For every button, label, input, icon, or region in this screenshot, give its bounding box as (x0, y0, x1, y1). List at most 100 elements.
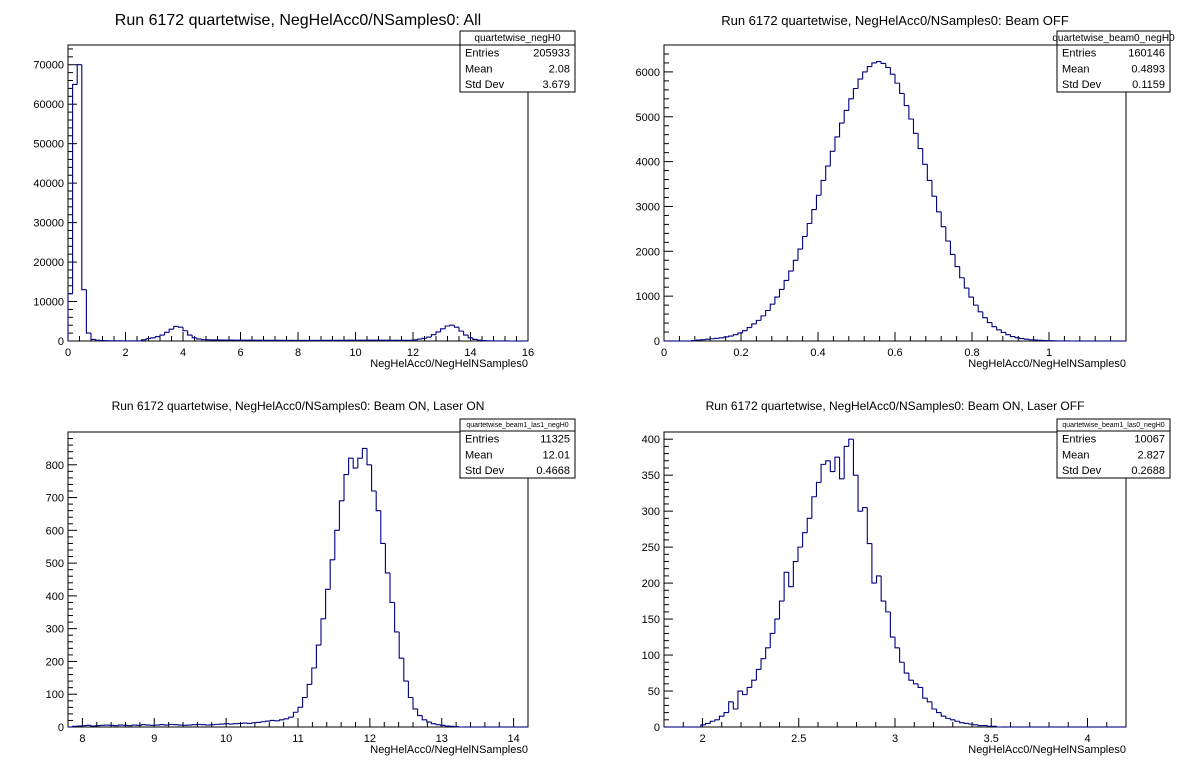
histogram-bin (200, 339, 206, 341)
panel-beam-on-laser-off: Run 6172 quartetwise, NegHelAcc0/NSample… (642, 399, 1171, 756)
histogram-bin (76, 64, 82, 85)
histogram-bin (366, 448, 372, 466)
histogram-bin (996, 326, 1002, 331)
chart-title: Run 6172 quartetwise, NegHelAcc0/NSample… (706, 399, 1085, 413)
histogram-bin (348, 457, 354, 475)
chart-title: Run 6172 quartetwise, NegHelAcc0/NSample… (721, 13, 1069, 28)
histogram-bin (806, 517, 812, 533)
histogram-bin (187, 330, 193, 336)
histogram-bin (375, 491, 381, 512)
histogram-bin (283, 718, 289, 720)
histogram-bin (371, 464, 377, 492)
histogram-bin (476, 339, 482, 341)
histogram-bin (737, 690, 743, 710)
y-tick-label: 10000 (33, 297, 64, 309)
histogram-bin (792, 560, 798, 587)
stats-value: 3.679 (542, 79, 570, 91)
histogram-bin (903, 93, 909, 107)
histogram-bin (292, 711, 298, 718)
x-tick-label: 3 (892, 733, 898, 745)
histogram-bin (945, 226, 951, 242)
histogram-bin (417, 708, 423, 717)
y-tick-label: 5000 (636, 112, 660, 124)
panel-all: Run 6172 quartetwise, NegHelAcc0/NSample… (33, 12, 576, 370)
stats-value: 0.4893 (1131, 63, 1165, 75)
stats-value: 11325 (540, 434, 570, 446)
histogram-bin (922, 148, 928, 165)
histogram-bin (718, 715, 725, 720)
histogram-bin (912, 680, 919, 685)
y-tick-label: 300 (642, 506, 660, 518)
histogram-bin (412, 697, 418, 710)
histogram-bin (802, 235, 808, 250)
histogram-series (68, 447, 528, 728)
histogram-bin (774, 296, 780, 305)
histogram-bin (315, 644, 321, 668)
histogram-bin (889, 611, 895, 638)
stats-value: 160146 (1128, 48, 1165, 60)
histogram-bin (426, 336, 432, 339)
histogram-bin (862, 71, 868, 80)
histogram-bin (760, 315, 766, 321)
histogram-bin (269, 719, 275, 722)
histogram-bin (398, 631, 404, 659)
histogram-bin (141, 339, 147, 341)
stats-value: 0.2688 (1131, 465, 1165, 477)
chart-title: Run 6172 quartetwise, NegHelAcc0/NSample… (112, 399, 485, 413)
histogram-bin (746, 327, 752, 331)
histogram-bin (899, 647, 905, 663)
y-tick-label: 0 (654, 336, 660, 348)
histogram-bin (177, 326, 183, 328)
stats-box (1056, 30, 1171, 93)
histogram-bin (931, 180, 937, 197)
histogram-bin (141, 724, 147, 726)
histogram-bin (880, 575, 886, 602)
x-tick-label: 10 (349, 347, 361, 359)
x-tick-label: 2.5 (791, 733, 806, 745)
histogram-bin (885, 63, 891, 68)
histogram-bin (81, 64, 87, 291)
x-tick-label: 3.5 (984, 733, 999, 745)
x-tick-label: 0.2 (733, 347, 748, 359)
histogram-bin (297, 706, 303, 713)
histogram-bin (871, 543, 877, 584)
histogram-bin (880, 61, 886, 64)
histogram-bin (755, 319, 762, 324)
histogram-bin (806, 222, 812, 237)
histogram-bin (802, 532, 808, 548)
histogram-bin (741, 691, 748, 696)
histogram-bin (380, 510, 386, 544)
histogram-series (664, 438, 1126, 728)
histogram-bin (741, 330, 748, 333)
histogram-bin (435, 723, 441, 726)
stats-label: Mean (1062, 63, 1090, 75)
stats-box (459, 418, 576, 479)
histogram-bin (972, 297, 979, 306)
histogram-bin (912, 119, 919, 134)
histogram-bin (839, 457, 845, 480)
histogram-bin (889, 67, 895, 75)
histogram-bin (945, 716, 951, 719)
histogram-bin (118, 724, 124, 726)
histogram-bin (815, 194, 822, 210)
histogram-bin (788, 572, 794, 588)
y-tick-label: 6000 (636, 67, 660, 79)
histogram-bin (145, 338, 151, 340)
histogram-bin (150, 337, 156, 339)
histogram-bin (334, 529, 340, 560)
x-axis-label: NegHelAcc0/NegHelNSamples0 (968, 744, 1126, 756)
histogram-bin (899, 83, 905, 94)
histogram-bin (908, 673, 914, 681)
histogram-bin (797, 546, 803, 562)
histogram-bin (977, 305, 983, 313)
histogram-bin (894, 74, 900, 84)
histogram-bin (159, 334, 165, 337)
x-tick-label: 6 (237, 347, 243, 359)
y-tick-label: 50 (648, 686, 660, 698)
histogram-bin (191, 335, 197, 339)
y-tick-label: 3000 (636, 201, 660, 213)
stats-box-name: quartetwise_beam1_las1_negH0 (466, 422, 568, 429)
x-tick-label: 12 (407, 347, 419, 359)
histogram-bin (760, 658, 766, 670)
histogram-bin (709, 720, 715, 724)
